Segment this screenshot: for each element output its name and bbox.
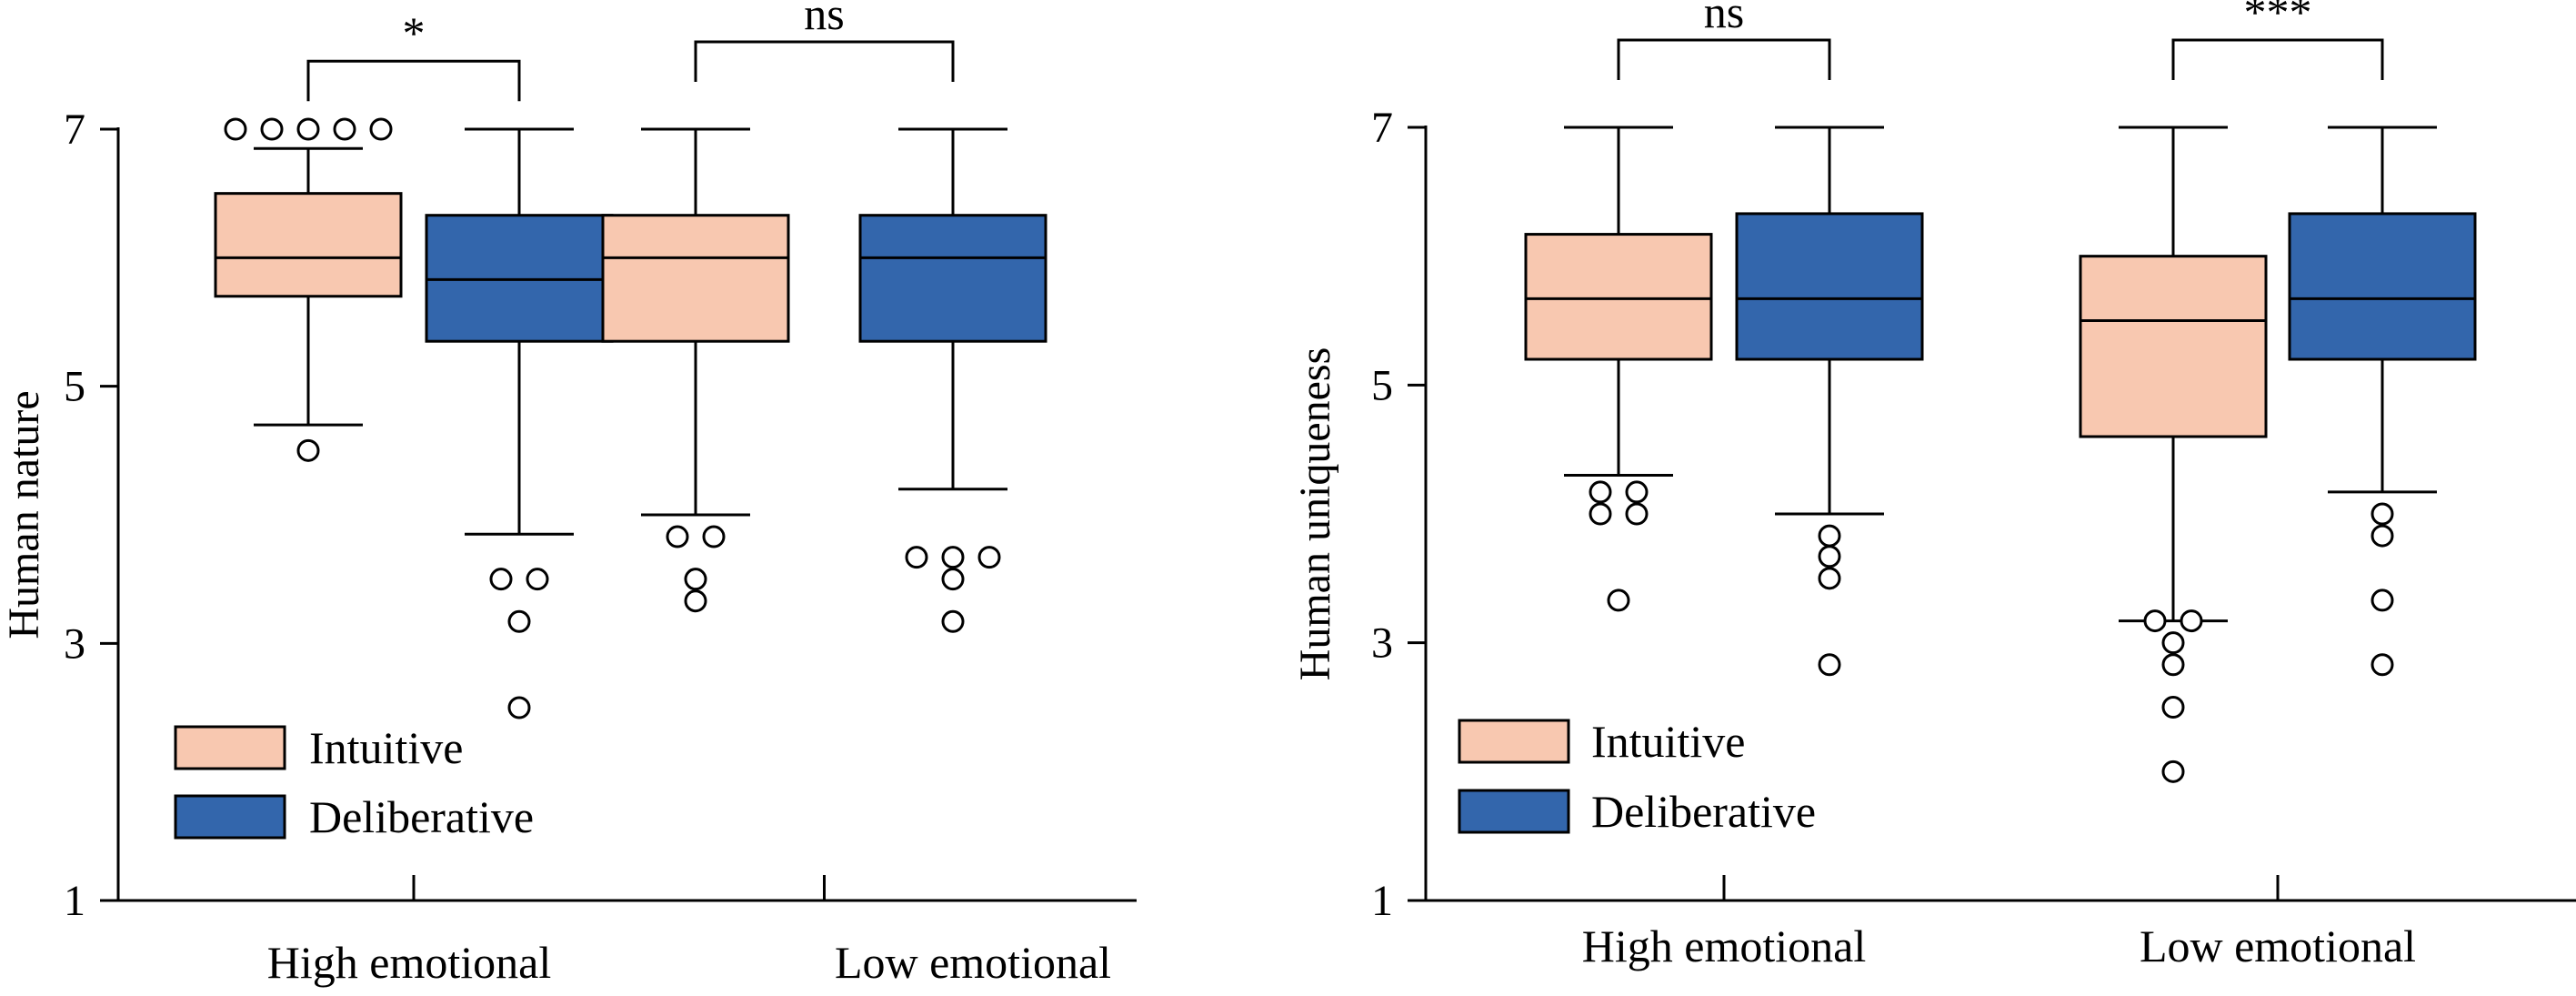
- iqr-box: [858, 214, 1047, 343]
- outlier-point: [2180, 609, 2203, 633]
- outlier-point: [526, 568, 549, 591]
- iqr-box: [214, 192, 403, 298]
- legend-swatch-deliberative: [174, 794, 286, 840]
- outlier-point: [941, 568, 965, 591]
- significance-bracket: [306, 59, 521, 102]
- significance-bracket: [1617, 38, 1831, 80]
- outlier-point: [1818, 653, 1841, 677]
- y-tick-label: 5: [1371, 361, 1393, 409]
- outlier-point: [1818, 545, 1841, 568]
- box-deliberative-low-emotional: [858, 127, 1047, 633]
- outlier-point: [2143, 609, 2167, 633]
- outlier-point: [666, 525, 689, 548]
- y-tick-label: 1: [64, 877, 85, 925]
- significance-label: ***: [2244, 0, 2312, 37]
- legend-label-deliberative: Deliberative: [1591, 786, 1816, 837]
- significance-label: *: [403, 7, 426, 58]
- outlier-point: [1589, 502, 1612, 526]
- outlier-point: [684, 589, 707, 613]
- significance-label: ns: [1704, 0, 1744, 37]
- chart-panel-2: 1 3 5 7 Human uniqueness High emotional Low em…: [1291, 0, 2576, 971]
- outlier-point: [941, 546, 965, 569]
- outlier-point: [684, 568, 707, 591]
- outlier-point: [977, 546, 1001, 569]
- y-axis-title: Human uniqueness: [1291, 347, 1339, 681]
- significance-label: ns: [804, 0, 844, 39]
- outlier-point: [2371, 589, 2394, 612]
- y-tick-label: 7: [1371, 104, 1393, 152]
- box-deliberative-low-emotional: [2288, 126, 2477, 677]
- y-tick-label: 1: [1371, 877, 1393, 925]
- box-intuitive-low-emotional: [2079, 126, 2268, 783]
- outlier-point: [224, 117, 247, 141]
- outlier-point: [507, 609, 531, 633]
- outlier-point: [2371, 524, 2394, 548]
- x-category-label: Low emotional: [835, 937, 1111, 988]
- legend-label-deliberative: Deliberative: [309, 791, 534, 842]
- outlier-point: [2371, 502, 2394, 526]
- outlier-point: [1818, 567, 1841, 590]
- box-deliberative-high-emotional: [1735, 126, 1924, 677]
- y-tick-label: 5: [64, 363, 85, 411]
- x-category-label: High emotional: [1582, 921, 1866, 971]
- outlier-point: [1589, 480, 1612, 504]
- outlier-point: [1818, 524, 1841, 548]
- chart-panel-1: 1 3 5 7 Human nature High emotional Low emotio…: [0, 0, 1137, 988]
- box-intuitive-high-emotional: [1524, 126, 1713, 612]
- box-intuitive-low-emotional: [601, 127, 790, 613]
- box-deliberative-high-emotional: [425, 127, 614, 719]
- outlier-point: [2161, 631, 2185, 655]
- outlier-point: [702, 525, 726, 548]
- outlier-point: [369, 117, 393, 141]
- y-tick-label: 3: [1371, 619, 1393, 668]
- iqr-box: [2288, 212, 2477, 361]
- x-category-label: High emotional: [267, 937, 551, 988]
- x-category-label: Low emotional: [2140, 921, 2416, 971]
- iqr-box: [1735, 212, 1924, 361]
- box-intuitive-high-emotional: [214, 117, 403, 462]
- outlier-point: [2161, 760, 2185, 783]
- outlier-point: [1625, 480, 1649, 504]
- outlier-point: [2161, 696, 2185, 719]
- legend-swatch-intuitive: [1458, 719, 1570, 764]
- legend: Intuitive Deliberative: [174, 722, 534, 842]
- y-axis-title: Human nature: [0, 390, 48, 639]
- outlier-point: [296, 117, 320, 141]
- outlier-point: [2371, 653, 2394, 677]
- outlier-point: [905, 546, 928, 569]
- legend-label-intuitive: Intuitive: [1591, 716, 1745, 767]
- iqr-box: [2079, 255, 2268, 438]
- y-tick-label: 7: [64, 106, 85, 154]
- legend-swatch-deliberative: [1458, 789, 1570, 834]
- legend-swatch-intuitive: [174, 725, 286, 770]
- significance-bracket: [694, 40, 955, 82]
- legend: Intuitive Deliberative: [1458, 716, 1816, 837]
- outlier-point: [941, 609, 965, 633]
- iqr-box: [601, 214, 790, 343]
- y-tick-label: 3: [64, 619, 85, 668]
- outlier-point: [1607, 589, 1630, 612]
- outlier-point: [489, 568, 513, 591]
- iqr-box: [1524, 233, 1713, 361]
- outlier-point: [260, 117, 284, 141]
- legend-label-intuitive: Intuitive: [309, 722, 463, 773]
- outlier-point: [296, 438, 320, 462]
- outlier-point: [1625, 502, 1649, 526]
- outlier-point: [333, 117, 356, 141]
- outlier-point: [2161, 653, 2185, 677]
- outlier-point: [507, 696, 531, 719]
- significance-bracket: [2171, 38, 2384, 80]
